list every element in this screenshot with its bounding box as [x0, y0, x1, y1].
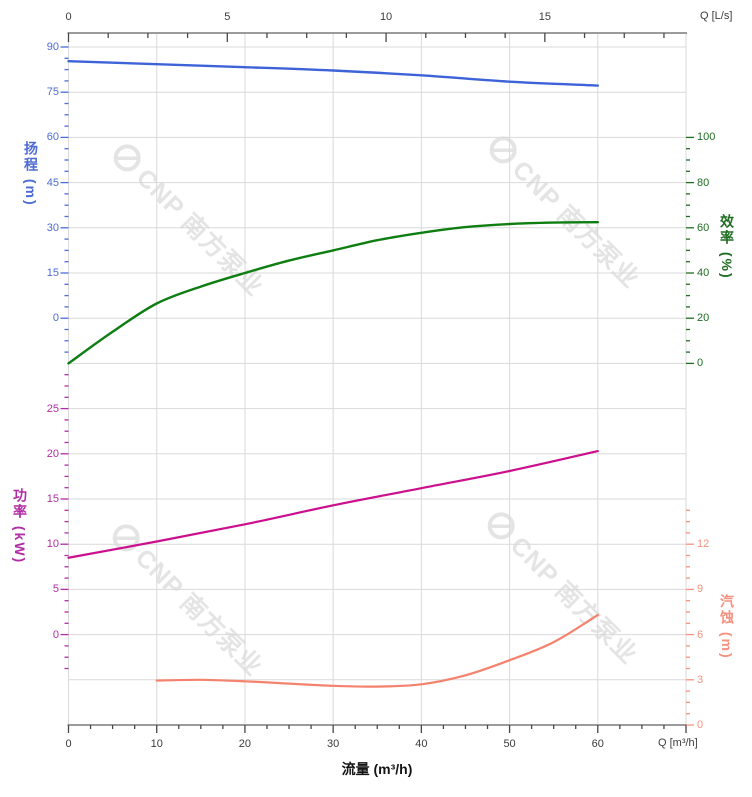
efficiency-curve: [67, 221, 599, 365]
power-axis-tick-label: 0: [52, 628, 59, 641]
head-axis-tick-label: 30: [46, 221, 59, 234]
head-axis-tick-label: 90: [46, 41, 59, 53]
top-axis-tick-label: 0: [65, 11, 72, 23]
npsh-axis-tick-label: 9: [697, 583, 704, 596]
power-curve: [67, 450, 599, 559]
head-axis-tick-label: 75: [46, 86, 59, 99]
eff-axis-tick-label: 60: [697, 221, 710, 234]
eff-axis-tick-label: 100: [697, 131, 716, 144]
bottom-axis-tick-label: 60: [591, 738, 604, 750]
top-axis-tick-label: 10: [379, 11, 393, 23]
npsh-axis-tick-label: 12: [697, 538, 710, 551]
eff-axis-tick-label: 0: [697, 357, 704, 370]
eff-axis-tick-label: 20: [697, 312, 710, 325]
power-axis-title: 功率 (kW): [12, 488, 28, 565]
eff-axis-tick-label: 80: [697, 176, 710, 189]
npsh-curve: [155, 613, 599, 688]
power-axis-tick-label: 20: [46, 447, 59, 460]
bottom-axis-tick-label: 50: [503, 738, 516, 750]
npsh-axis-tick-label: 6: [697, 628, 704, 641]
power-axis-tick-label: 25: [46, 402, 59, 415]
bottom-axis-tick-label: 20: [238, 738, 252, 750]
npsh-axis-tick-label: 0: [697, 719, 704, 731]
x-axis-title: 流量 (m³/h): [341, 761, 413, 777]
power-axis-tick-label: 15: [46, 493, 59, 505]
npsh-axis-tick-label: 3: [697, 673, 704, 686]
eff-axis-tick-label: 40: [697, 267, 710, 279]
bottom-axis-tick-label: 10: [150, 738, 163, 750]
head-axis-tick-label: 0: [52, 312, 59, 325]
npsh-axis-title: 汽蚀 (m): [719, 594, 735, 660]
bottom-axis-tick-label: 40: [415, 738, 428, 750]
efficiency-axis-title: 效率 (%): [719, 214, 735, 280]
bottom-axis-tick-label: 30: [327, 738, 340, 750]
top-axis-tick-label: 15: [538, 11, 551, 23]
top-axis-tick-label: 5: [224, 11, 231, 23]
head-axis-tick-label: 15: [46, 267, 59, 279]
bottom-axis-tick-label: 0: [65, 738, 72, 750]
top-axis-unit-label: Q [L/s]: [700, 10, 733, 22]
bottom-axis-unit-label: Q [m³/h]: [658, 737, 698, 749]
head-axis-title: 扬程 (m): [23, 141, 39, 207]
head-curve: [67, 59, 599, 87]
head-axis-tick-label: 45: [46, 176, 59, 189]
power-axis-tick-label: 10: [46, 538, 59, 551]
head-axis-tick-label: 60: [46, 131, 59, 144]
power-axis-tick-label: 5: [52, 583, 59, 596]
